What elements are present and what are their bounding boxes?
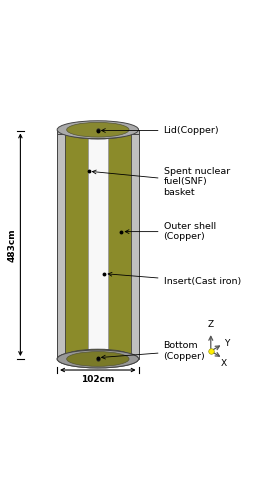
Ellipse shape xyxy=(67,352,129,366)
Text: 483cm: 483cm xyxy=(7,228,16,262)
Bar xyxy=(65,132,131,356)
Bar xyxy=(88,134,108,355)
Bar xyxy=(88,130,108,359)
Bar xyxy=(128,132,131,356)
Text: X: X xyxy=(221,360,227,368)
Bar xyxy=(57,130,139,359)
Text: Spent nuclear
fuel(SNF)
basket: Spent nuclear fuel(SNF) basket xyxy=(92,167,230,196)
Text: Lid(Copper): Lid(Copper) xyxy=(102,126,219,135)
Ellipse shape xyxy=(65,124,131,139)
Polygon shape xyxy=(88,132,108,134)
Bar xyxy=(65,132,68,356)
Text: Bottom
(Copper): Bottom (Copper) xyxy=(102,342,205,361)
Ellipse shape xyxy=(87,128,108,135)
Bar xyxy=(57,130,139,134)
Ellipse shape xyxy=(65,349,131,364)
Ellipse shape xyxy=(57,350,139,368)
Bar xyxy=(57,130,62,359)
Ellipse shape xyxy=(57,350,139,368)
Bar xyxy=(134,130,139,359)
Ellipse shape xyxy=(57,121,139,138)
Text: Outer shell
(Copper): Outer shell (Copper) xyxy=(125,222,216,242)
Text: Y: Y xyxy=(224,338,229,347)
Text: 102cm: 102cm xyxy=(81,374,115,384)
Text: Insert(Cast iron): Insert(Cast iron) xyxy=(108,272,241,286)
Text: Z: Z xyxy=(208,320,214,329)
Ellipse shape xyxy=(67,122,129,137)
